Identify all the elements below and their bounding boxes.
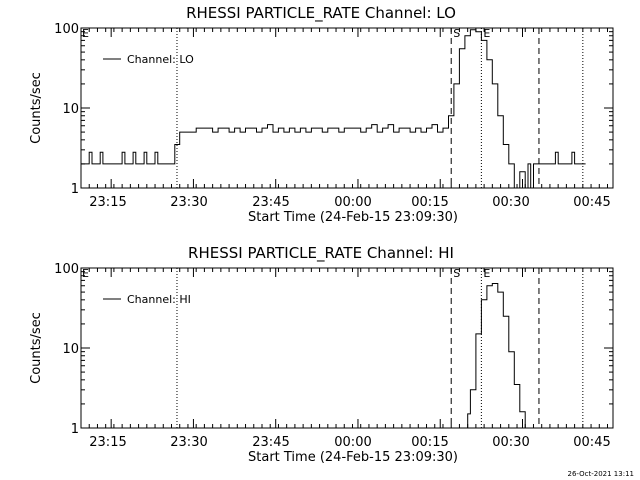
x-tick-label: 23:45 bbox=[252, 435, 289, 450]
series-line-channel-lo bbox=[81, 29, 586, 188]
x-tick-label: 00:45 bbox=[573, 435, 610, 450]
footer-date-stamp: 26-Oct-2021 13:11 bbox=[567, 470, 634, 478]
x-tick-label: 00:15 bbox=[411, 435, 448, 450]
legend-label: Channel: HI bbox=[127, 293, 191, 306]
y-axis-label: Counts/sec bbox=[29, 72, 44, 144]
chart-title: RHESSI PARTICLE_RATE Channel: HI bbox=[188, 244, 454, 263]
y-tick-label: 100 bbox=[54, 22, 79, 37]
y-axis-label: Counts/sec bbox=[29, 312, 44, 384]
marker-s: S bbox=[453, 27, 460, 40]
x-tick-label: 23:30 bbox=[170, 195, 207, 210]
legend-label: Channel: LO bbox=[127, 53, 194, 66]
chart-panel-2: RHESSI PARTICLE_RATE Channel: HI 1 10 100 Co… bbox=[29, 244, 614, 465]
y-tick-label: 10 bbox=[62, 102, 79, 117]
series-line-channel-hi bbox=[467, 283, 532, 428]
x-axis-label: Start Time (24-Feb-15 23:09:30) bbox=[248, 210, 458, 225]
x-tick-label: 00:00 bbox=[334, 195, 371, 210]
plot-frame bbox=[80, 267, 614, 429]
x-tick-label: 23:15 bbox=[89, 195, 126, 210]
x-tick-label: 00:00 bbox=[334, 435, 371, 450]
x-tick-label: 23:15 bbox=[89, 435, 126, 450]
chart-panel-1: RHESSI PARTICLE_RATE Channel: LO 1 10 100 Co… bbox=[29, 4, 614, 225]
marker-e-left: E bbox=[82, 27, 89, 40]
x-axis-label: Start Time (24-Feb-15 23:09:30) bbox=[248, 450, 458, 465]
marker-e: E bbox=[483, 27, 490, 40]
x-tick-label: 00:30 bbox=[492, 435, 529, 450]
x-tick-label: 00:30 bbox=[492, 195, 529, 210]
chart-title: RHESSI PARTICLE_RATE Channel: LO bbox=[186, 4, 456, 23]
x-tick-label: 00:45 bbox=[573, 195, 610, 210]
marker-e-left: E bbox=[82, 267, 89, 280]
marker-e: E bbox=[483, 267, 490, 280]
marker-s: S bbox=[453, 267, 460, 280]
y-tick-label: 1 bbox=[71, 182, 79, 197]
y-tick-label: 10 bbox=[62, 342, 79, 357]
y-tick-label: 1 bbox=[71, 422, 79, 437]
y-tick-label: 100 bbox=[54, 262, 79, 277]
x-tick-label: 00:15 bbox=[411, 195, 448, 210]
x-tick-label: 23:30 bbox=[170, 435, 207, 450]
x-tick-label: 23:45 bbox=[252, 195, 289, 210]
